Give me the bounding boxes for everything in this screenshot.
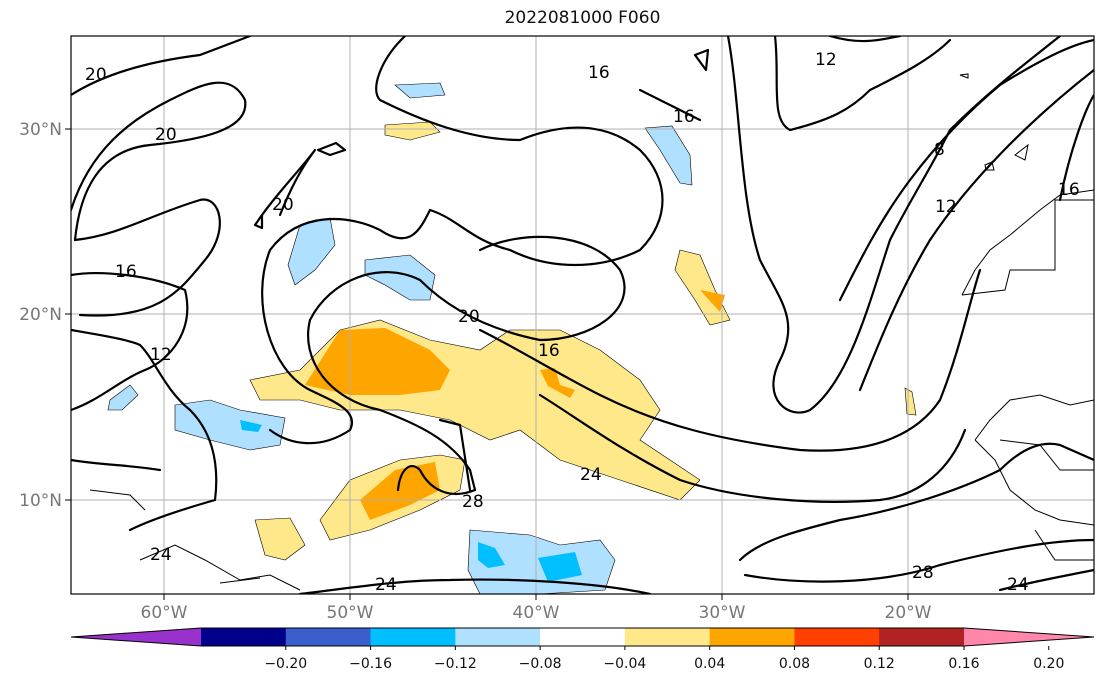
colorbar-tick-label: −0.08 [519,656,562,672]
contour-label: 24 [375,575,397,595]
colorbar-segment [285,628,372,646]
contour-label: 28 [462,492,484,512]
contour-label: 8 [934,140,945,160]
lon-label: 50°W [327,603,374,623]
colorbar-tick-label: 0.08 [779,656,810,672]
contour-label: 28 [912,563,934,583]
colorbar-segment [455,628,541,646]
colorbar-extend-high [964,628,1094,646]
colorbar-tick-label: 0.16 [948,656,979,672]
contour-label: 20 [85,65,107,85]
contour-label: 24 [150,545,172,565]
colorbar-segment [624,628,711,646]
lon-label: 40°W [513,603,560,623]
contour-label: 16 [538,341,560,361]
lon-label: 20°W [885,603,932,623]
contour-label: 20 [458,307,480,327]
colorbar-tick-label: −0.20 [264,656,307,672]
contour-label: 12 [935,197,957,217]
contour-label: 20 [155,125,177,145]
contour-labels: 20 20 20 16 16 16 12 12 8 12 16 20 16 24… [85,50,1080,595]
contour-label: 24 [1007,575,1029,595]
colorbar-tick-label: −0.04 [603,656,646,672]
colorbar-tick-label: −0.16 [349,656,392,672]
colorbar-segment [879,628,965,646]
colorbar-outline [70,627,1095,647]
contour-lines [71,36,1094,594]
colorbar-tick-label: 0.20 [1033,656,1064,672]
map-title: 2022081000 F060 [504,8,661,28]
colorbar-segment [370,628,456,646]
colorbar-segment [201,628,287,646]
contour-label: 12 [815,50,837,70]
colorbar-extend-low [71,628,201,646]
lon-label: 30°W [699,603,746,623]
axis-ticks [65,128,909,600]
lat-label: 20°N [19,305,62,325]
colorbar-segment [709,628,795,646]
contour-label: 16 [673,107,695,127]
colorbar-segment [794,628,880,646]
colorbar-tick-label: 0.04 [694,656,725,672]
shaded-anomalies [107,82,917,594]
map-area [71,36,1094,594]
lat-label: 30°N [19,120,62,140]
colorbar-segment [540,628,626,646]
latitude-labels: 30°N 20°N 10°N [19,120,62,511]
colorbar-tick-label: −0.12 [434,656,477,672]
lat-label: 10°N [19,491,62,511]
longitude-labels: 60°W 50°W 40°W 30°W 20°W [141,603,932,623]
colorbar: −0.20 −0.16 −0.12 −0.08 −0.04 0.04 0.08 0.12 0.1… [70,627,1095,672]
contour-label: 20 [272,195,294,215]
contour-label: 12 [150,345,172,365]
contour-label: 16 [588,63,610,83]
lon-label: 60°W [141,603,188,623]
contour-label: 24 [580,465,602,485]
contour-label: 16 [115,262,137,282]
colorbar-tick-label: 0.12 [864,656,895,672]
map-frame [70,35,1095,595]
contour-label: 16 [1058,180,1080,200]
